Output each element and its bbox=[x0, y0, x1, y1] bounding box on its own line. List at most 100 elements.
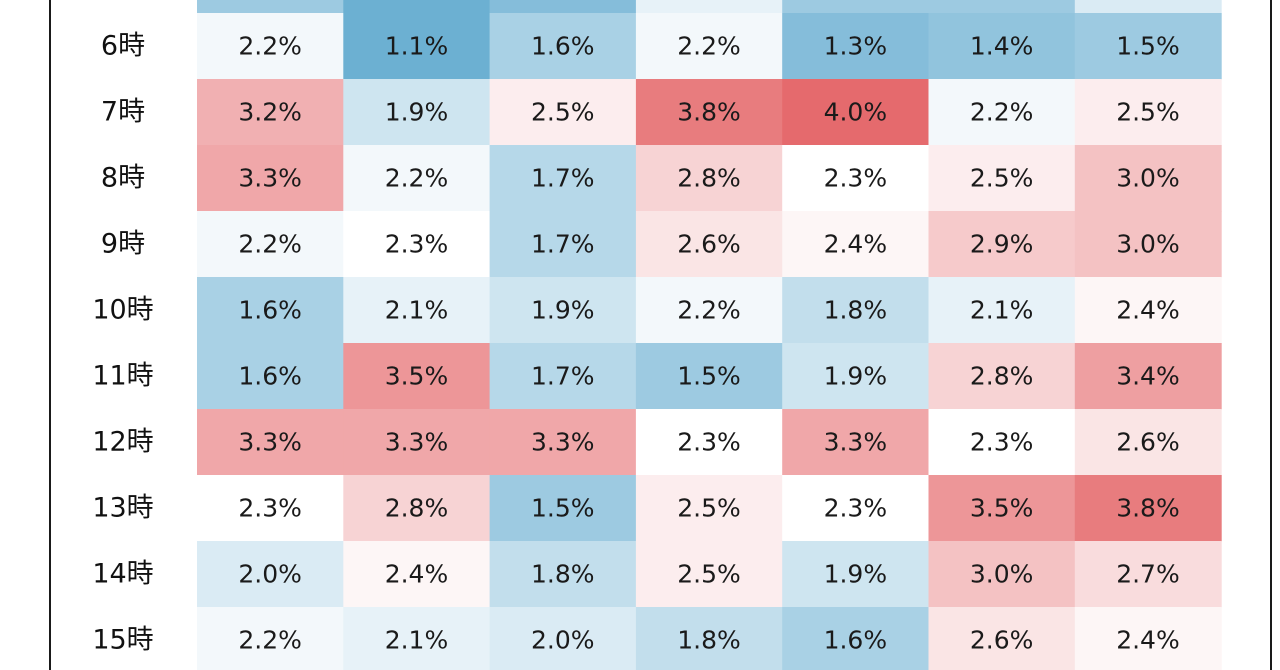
heatmap-cell-label: 2.9% bbox=[970, 230, 1034, 259]
heatmap-cell-label: 1.9% bbox=[385, 98, 449, 127]
heatmap-cell bbox=[197, 541, 344, 608]
heatmap-cell-label: 1.6% bbox=[238, 362, 302, 391]
frame-left-border bbox=[49, 0, 51, 670]
heatmap-cell-label: 2.5% bbox=[970, 164, 1034, 193]
heatmap-cell-label: 3.3% bbox=[531, 428, 595, 457]
heatmap-cell-label: 2.5% bbox=[677, 560, 741, 589]
heatmap-cell-partial bbox=[1074, 0, 1222, 13]
heatmap-cell bbox=[782, 475, 930, 542]
heatmap-cell-label: 1.6% bbox=[824, 626, 888, 655]
heatmap-cell-label: 1.7% bbox=[531, 230, 595, 259]
heatmap-cell bbox=[197, 277, 344, 344]
heatmap-cell-label: 3.0% bbox=[1116, 164, 1180, 193]
heatmap-cell-label: 2.8% bbox=[385, 494, 449, 523]
heatmap-cell-partial bbox=[489, 0, 637, 13]
heatmap-cell bbox=[343, 145, 491, 212]
heatmap-cell bbox=[928, 607, 1076, 670]
heatmap-cell-label: 2.5% bbox=[531, 98, 595, 127]
heatmap-cell-label: 1.5% bbox=[677, 362, 741, 391]
heatmap-cell bbox=[782, 607, 930, 670]
heatmap-cell bbox=[782, 541, 930, 608]
heatmap-cell-label: 4.0% bbox=[824, 98, 888, 127]
heatmap-cell-label: 3.3% bbox=[385, 428, 449, 457]
heatmap-cell bbox=[928, 13, 1076, 80]
heatmap-cell bbox=[343, 13, 491, 80]
heatmap-cell bbox=[1074, 277, 1222, 344]
row-label: 9時 bbox=[101, 229, 145, 260]
heatmap-cell bbox=[343, 475, 491, 542]
heatmap-cell-label: 1.6% bbox=[238, 296, 302, 325]
heatmap-cell-label: 3.0% bbox=[1116, 230, 1180, 259]
row-label: 10時 bbox=[92, 295, 153, 326]
heatmap-cell bbox=[1074, 145, 1222, 212]
heatmap-cell bbox=[782, 343, 930, 410]
heatmap-cell bbox=[197, 607, 344, 670]
heatmap-cell bbox=[197, 475, 344, 542]
frame-right-border bbox=[1270, 0, 1272, 670]
heatmap-cell bbox=[1074, 13, 1222, 80]
heatmap-cell bbox=[197, 13, 344, 80]
heatmap-cell bbox=[489, 13, 637, 80]
heatmap-cell-label: 2.1% bbox=[385, 626, 449, 655]
heatmap-cell-label: 1.7% bbox=[531, 164, 595, 193]
heatmap-cell-label: 3.8% bbox=[677, 98, 741, 127]
heatmap-cell bbox=[782, 409, 930, 476]
heatmap-cell bbox=[343, 79, 491, 146]
heatmap-cell bbox=[1074, 409, 1222, 476]
heatmap-cell-label: 2.3% bbox=[824, 164, 888, 193]
heatmap-cell-label: 2.2% bbox=[238, 230, 302, 259]
heatmap-cell bbox=[1074, 343, 1222, 410]
heatmap-cell bbox=[197, 343, 344, 410]
heatmap-cell bbox=[1074, 541, 1222, 608]
heatmap-cell-label: 3.2% bbox=[238, 98, 302, 127]
row-label: 11時 bbox=[92, 361, 153, 392]
heatmap-cell-label: 2.7% bbox=[1116, 560, 1180, 589]
heatmap-cells bbox=[197, 0, 1222, 670]
heatmap-cell bbox=[635, 343, 783, 410]
row-label: 6時 bbox=[101, 31, 145, 62]
heatmap-cell bbox=[197, 145, 344, 212]
heatmap-cell-label: 2.4% bbox=[1116, 296, 1180, 325]
heatmap-cell-label: 1.8% bbox=[531, 560, 595, 589]
heatmap-cell bbox=[635, 79, 783, 146]
heatmap-cell-label: 2.5% bbox=[677, 494, 741, 523]
heatmap-cell-label: 2.4% bbox=[824, 230, 888, 259]
heatmap-cell bbox=[782, 145, 930, 212]
heatmap-cell bbox=[928, 475, 1076, 542]
heatmap-cell-label: 2.6% bbox=[970, 626, 1034, 655]
heatmap-cell-label: 2.2% bbox=[677, 296, 741, 325]
heatmap-cell bbox=[635, 277, 783, 344]
heatmap-cell bbox=[343, 343, 491, 410]
heatmap-cell-label: 2.6% bbox=[1116, 428, 1180, 457]
heatmap-cell bbox=[782, 277, 930, 344]
heatmap-cell bbox=[782, 13, 930, 80]
heatmap-cell bbox=[928, 409, 1076, 476]
heatmap-cell bbox=[489, 541, 637, 608]
heatmap-cell-label: 3.0% bbox=[970, 560, 1034, 589]
heatmap-cell-label: 2.6% bbox=[677, 230, 741, 259]
heatmap-cell bbox=[197, 409, 344, 476]
heatmap-cell-label: 2.8% bbox=[970, 362, 1034, 391]
heatmap-cell-label: 2.2% bbox=[238, 626, 302, 655]
heatmap-cell-partial bbox=[928, 0, 1076, 13]
heatmap-cell-label: 1.3% bbox=[824, 32, 888, 61]
heatmap-cell bbox=[343, 277, 491, 344]
row-label: 7時 bbox=[101, 97, 145, 128]
heatmap-cell-label: 2.0% bbox=[238, 560, 302, 589]
heatmap-cell-label: 2.3% bbox=[238, 494, 302, 523]
heatmap-cell bbox=[782, 79, 930, 146]
heatmap-cell-label: 3.3% bbox=[238, 164, 302, 193]
heatmap-cell bbox=[343, 409, 491, 476]
heatmap-cell-label: 3.3% bbox=[824, 428, 888, 457]
row-label: 13時 bbox=[92, 493, 153, 524]
heatmap-cell-label: 2.5% bbox=[1116, 98, 1180, 127]
heatmap-cell bbox=[635, 13, 783, 80]
heatmap-cell-label: 1.8% bbox=[824, 296, 888, 325]
heatmap-cell bbox=[343, 211, 491, 278]
heatmap-cell-label: 2.4% bbox=[385, 560, 449, 589]
heatmap-cell-partial bbox=[635, 0, 783, 13]
heatmap-cell-label: 1.5% bbox=[1116, 32, 1180, 61]
heatmap-cell-label: 1.9% bbox=[824, 362, 888, 391]
heatmap-cell bbox=[635, 475, 783, 542]
heatmap-cell bbox=[635, 409, 783, 476]
